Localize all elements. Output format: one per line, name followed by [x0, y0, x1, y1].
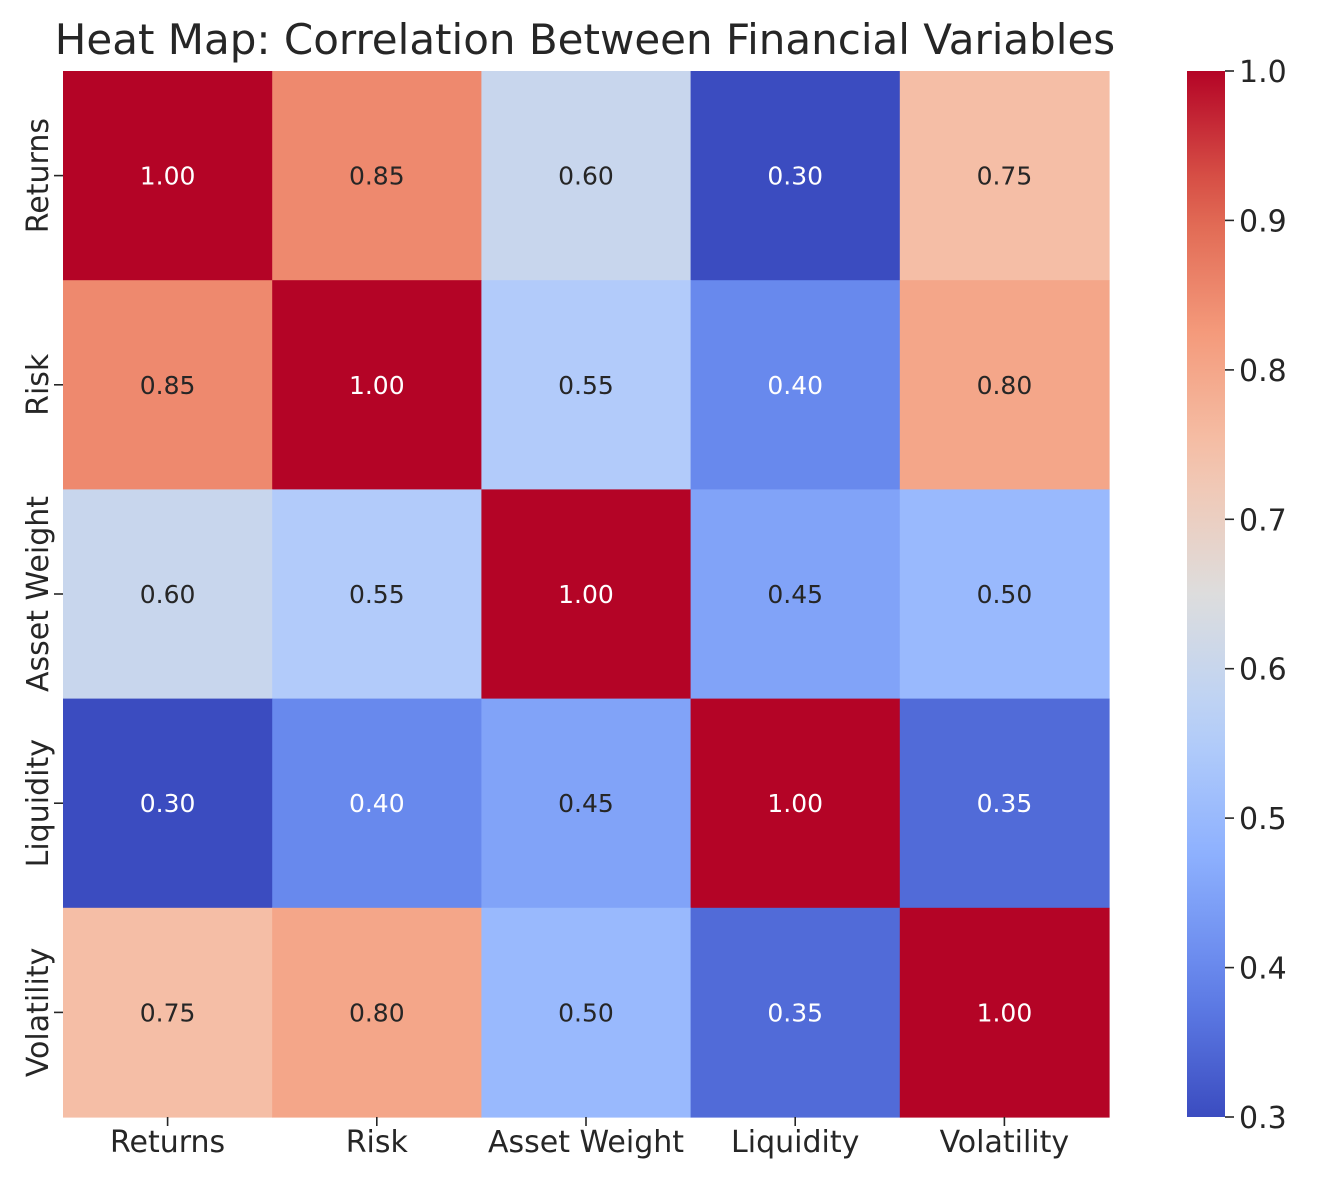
cell-value-label: 1.00 — [558, 580, 614, 609]
chart-title: Heat Map: Correlation Between Financial … — [55, 15, 1115, 64]
colorbar-tick-label: 0.8 — [1239, 354, 1287, 389]
heatmap-cell — [272, 698, 482, 909]
heatmap-cell — [690, 907, 901, 1118]
colorbar-tick-label: 0.7 — [1239, 503, 1287, 538]
heatmap-cell — [272, 280, 482, 490]
heatmap-cell — [63, 907, 273, 1118]
y-tick-label: Liquidity — [21, 739, 56, 867]
x-tick-label: Risk — [346, 1125, 409, 1160]
cell-value-label: 0.50 — [558, 998, 614, 1027]
colorbar-tick-label: 1.0 — [1239, 55, 1287, 90]
cell-value-label: 0.40 — [767, 371, 823, 400]
cell-value-label: 0.55 — [558, 371, 614, 400]
cell-value-label: 1.00 — [349, 371, 405, 400]
cell-value-label: 0.45 — [767, 580, 823, 609]
cell-value-label: 0.85 — [140, 371, 196, 400]
cell-value-label: 0.80 — [349, 998, 405, 1027]
cell-value-label: 1.00 — [767, 789, 823, 818]
heatmap-cell — [63, 698, 273, 909]
y-tick-label: Risk — [21, 353, 56, 416]
colorbar-tick-label: 0.4 — [1239, 952, 1287, 987]
cell-value-label: 0.60 — [140, 580, 196, 609]
cell-value-label: 0.35 — [767, 998, 823, 1027]
colorbar-gradient — [1187, 71, 1225, 1117]
heatmap-cell — [899, 71, 1110, 281]
cell-value-label: 0.85 — [349, 162, 405, 191]
colorbar-tick-label: 0.3 — [1239, 1101, 1287, 1136]
cell-value-label: 0.40 — [349, 789, 405, 818]
cell-value-label: 0.75 — [140, 998, 196, 1027]
cell-value-label: 0.50 — [977, 580, 1033, 609]
heatmap-cell — [272, 907, 482, 1118]
colorbar-tick-label: 0.6 — [1239, 653, 1287, 688]
heatmap-cell — [690, 71, 901, 281]
x-axis: Returns Risk Asset Weight Liquidity Volatili… — [110, 1117, 1069, 1160]
heatmap-cells: 1.00 0.85 0.60 0.30 0.75 0.85 1.00 0.55 0.40 0.80… — [63, 71, 1110, 1118]
heatmap-cell — [63, 489, 273, 700]
heatmap-cell — [899, 489, 1110, 700]
cell-value-label: 0.30 — [767, 162, 823, 191]
heatmap-cell — [481, 489, 692, 700]
heatmap-cell — [690, 698, 901, 909]
heatmap-cell — [272, 71, 482, 281]
heatmap-cell — [63, 280, 273, 490]
heatmap-cell — [481, 698, 692, 909]
y-axis: Returns Risk Asset Weight Liquidity Volatili… — [21, 118, 63, 1077]
heatmap-cell — [899, 907, 1110, 1118]
x-tick-label: Volatility — [940, 1125, 1070, 1160]
heatmap-cell — [690, 280, 901, 490]
x-tick-label: Asset Weight — [488, 1125, 684, 1160]
y-tick-label: Returns — [21, 118, 56, 233]
cell-value-label: 1.00 — [977, 998, 1033, 1027]
cell-value-label: 0.45 — [558, 789, 614, 818]
cell-value-label: 1.00 — [140, 162, 196, 191]
colorbar-tick-label: 0.5 — [1239, 802, 1287, 837]
heatmap-cell — [481, 280, 692, 490]
x-tick-label: Liquidity — [731, 1125, 859, 1160]
cell-value-label: 0.30 — [140, 789, 196, 818]
x-tick-label: Returns — [110, 1125, 225, 1160]
heatmap-cell — [63, 71, 273, 281]
cell-value-label: 0.60 — [558, 162, 614, 191]
heatmap-cell — [272, 489, 482, 700]
y-tick-label: Asset Weight — [21, 496, 56, 692]
heatmap-cell — [899, 280, 1110, 490]
cell-value-label: 0.80 — [977, 371, 1033, 400]
cell-value-label: 0.35 — [977, 789, 1033, 818]
cell-value-label: 0.55 — [349, 580, 405, 609]
heatmap-cell — [899, 698, 1110, 909]
heatmap-cell — [481, 71, 692, 281]
cell-value-label: 0.75 — [977, 162, 1033, 191]
y-tick-label: Volatility — [21, 948, 56, 1078]
colorbar-tick-label: 0.9 — [1239, 204, 1287, 239]
colorbar: 0.3 0.4 0.5 0.6 0.7 0.8 0.9 1.0 — [1187, 55, 1287, 1136]
heatmap-cell — [481, 907, 692, 1118]
heatmap-cell — [690, 489, 901, 700]
